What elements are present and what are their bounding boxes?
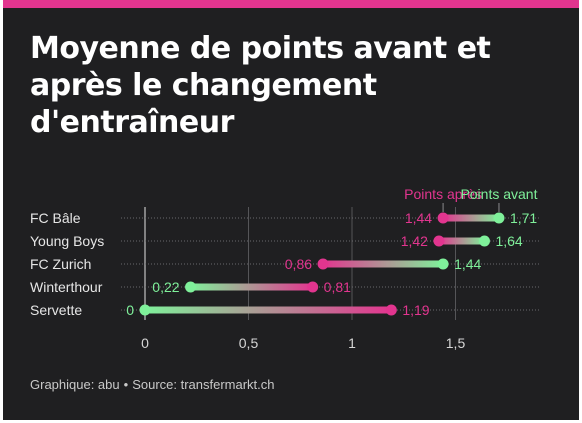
x-tick-label: 0,5 [239,335,259,351]
x-tick-label: 0 [141,335,149,351]
value-label-before: 1,64 [495,233,522,249]
point-before [185,281,197,293]
caption-separator: • [123,377,129,392]
point-before [478,235,490,247]
point-after [437,212,449,224]
x-tick-label: 1 [348,335,356,351]
value-label-after: 0,81 [324,279,351,295]
category-label: FC Zurich [30,256,91,272]
value-label-after: 1,44 [405,210,432,226]
dumbbell-chart: 0 0,5 1 1,5 FC Bâle 1,71 1,44 Young Boys 1,64 1,4… [30,186,541,351]
value-label-after: 1,42 [401,233,428,249]
point-before [139,304,151,316]
category-label: Young Boys [30,233,104,249]
category-label: Servette [30,302,82,318]
labels-layer: 0 0,5 1 1,5 FC Bâle 1,71 1,44 Young Boys 1,64 1,4… [30,186,538,351]
point-after [433,235,445,247]
value-label-before: 1,44 [454,256,481,272]
chart-title: Moyenne de points avant et après le chan… [30,31,491,140]
value-label-before: 0 [126,302,134,318]
value-label-before: 1,71 [510,210,537,226]
legend-after: Points après [404,186,482,202]
point-after [317,258,329,270]
category-label: Winterthour [30,279,103,295]
value-label-before: 0,22 [152,279,179,295]
chart-credit: Graphique: abu [30,377,120,392]
point-after [307,281,319,293]
value-label-after: 0,86 [285,256,312,272]
chart-caption: Graphique: abu • Source: transfermarkt.ch [30,377,275,392]
category-label: FC Bâle [30,210,81,226]
point-after [385,304,397,316]
chart-source: Source: transfermarkt.ch [132,377,275,392]
point-before [437,258,449,270]
marks-layer [139,212,505,316]
legend-before: Points avant [460,186,537,202]
chart-card: Moyenne de points avant et après le chan… [3,0,579,420]
point-before [493,212,505,224]
x-tick-label: 1,5 [446,335,466,351]
value-label-after: 1,19 [402,302,429,318]
accent-bar [3,0,579,8]
